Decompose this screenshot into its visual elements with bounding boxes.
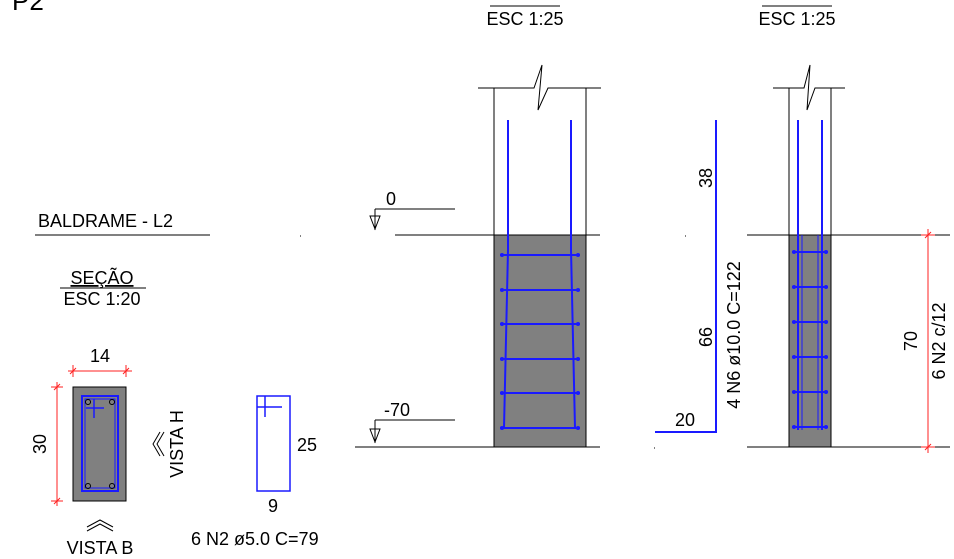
n6-seg-top: 38 [696, 168, 716, 188]
view-b-elevation [747, 64, 950, 448]
level-bottom-label: -70 [384, 400, 410, 420]
stirrup-width-dim: 9 [268, 496, 278, 516]
section-scale: ESC 1:20 [63, 289, 140, 309]
view-b-scale: ESC 1:25 [758, 9, 835, 29]
sheet-title: P2 [12, 0, 44, 16]
vista-h-label: VISTA H [167, 410, 187, 478]
section-title: SEÇÃO [70, 267, 133, 288]
view-a-scale: ESC 1:25 [486, 9, 563, 29]
view-a-elevation [355, 64, 601, 448]
beam-title: BALDRAME - L2 [38, 211, 173, 231]
n6-bar-shape [655, 120, 717, 433]
n6-seg-mid: 66 [696, 327, 716, 347]
stirrup-length-dim: 70 [901, 331, 921, 351]
section-width-dim: 14 [90, 346, 110, 366]
section-height-dim: 30 [30, 434, 50, 454]
cross-section [72, 386, 127, 502]
level-marker-bottom [369, 419, 455, 444]
vista-b-label: VISTA B [67, 538, 134, 558]
n6-seg-hook: 20 [675, 410, 695, 430]
level-marker-top [369, 208, 455, 231]
level-top-label: 0 [386, 189, 396, 209]
stirrup-label: 6 N2 ø5.0 C=79 [191, 529, 319, 549]
stirrup-spacing-label: 6 N2 c/12 [929, 302, 949, 379]
n6-label: 4 N6 ø10.0 C=122 [724, 261, 744, 409]
stirrup-detail [256, 395, 291, 492]
stirrup-height-dim: 25 [297, 435, 317, 455]
